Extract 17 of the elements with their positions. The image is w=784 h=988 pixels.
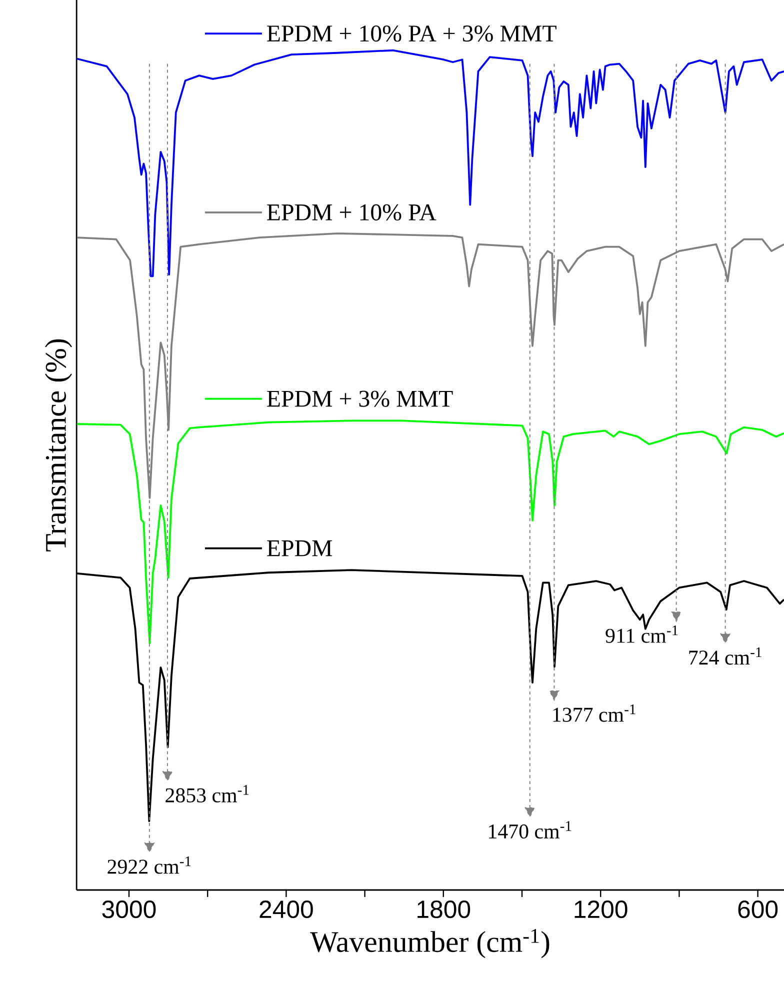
ref-line-label: 1377 cm$^{-1}$ — [553, 704, 636, 722]
x-tick-label: 3000 — [102, 900, 156, 918]
x-tick-label: 600 — [738, 900, 778, 918]
ref-line-label: 724 cm$^{-1}$ — [689, 647, 762, 665]
ref-line-label: 911 cm$^{-1}$ — [606, 626, 678, 643]
ref-line-label: 2922 cm$^{-1}$ — [108, 856, 191, 874]
legend-label: EPDM + 3% MMT — [267, 390, 453, 407]
ref-line-label: 2853 cm$^{-1}$ — [166, 785, 249, 802]
legend-label: EPDM — [267, 540, 332, 556]
x-axis-title: Wavenumber (cm$^{-1}$) — [310, 928, 550, 958]
legend-label: EPDM + 10% PA + 3% MMT — [267, 25, 556, 42]
x-tick-label: 1800 — [418, 900, 470, 918]
legend-label: EPDM + 10% PA — [267, 204, 436, 221]
y-axis-title: Transmitance (%) — [44, 339, 72, 552]
ref-line-label: 1470 cm$^{-1}$ — [489, 821, 572, 839]
x-tick-label: 1200 — [574, 900, 628, 918]
x-tick-label: 2400 — [260, 900, 313, 918]
